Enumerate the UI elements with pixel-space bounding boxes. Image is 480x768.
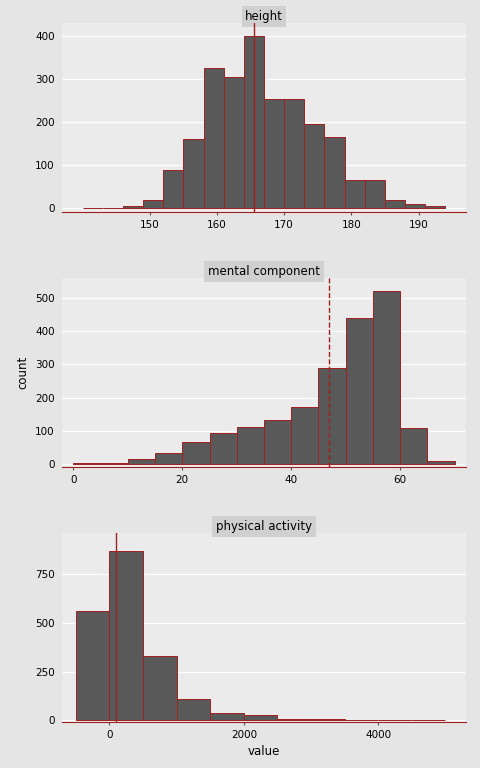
Bar [204,68,224,208]
Bar [182,442,209,465]
Bar [284,98,304,208]
Bar [103,207,123,208]
Bar [319,368,346,465]
Bar [346,318,373,465]
Bar [237,427,264,465]
Bar [264,420,291,465]
Bar [128,459,155,465]
Text: mental component: mental component [208,265,320,278]
Bar [428,461,455,465]
Bar [76,611,109,720]
Bar [405,204,425,208]
Bar [365,180,385,208]
Bar [177,699,210,720]
Bar [143,200,163,208]
Bar [109,551,143,720]
Text: height: height [245,10,283,23]
Bar [224,77,244,208]
Bar [304,124,324,208]
Bar [385,200,405,208]
Bar [210,713,244,720]
Bar [143,656,177,720]
Y-axis label: count: count [17,356,30,389]
Bar [73,463,100,465]
Bar [244,36,264,208]
Bar [123,207,143,208]
Bar [324,137,345,208]
Bar [291,407,319,465]
Bar [264,99,284,208]
Bar [345,180,365,208]
Bar [373,291,400,465]
Bar [244,714,277,720]
Bar [183,140,204,208]
Bar [155,453,182,465]
Text: physical activity: physical activity [216,520,312,533]
Bar [100,462,128,465]
Bar [163,170,183,208]
X-axis label: value: value [248,745,280,758]
Bar [425,207,445,208]
Bar [209,432,237,465]
Bar [400,428,428,465]
